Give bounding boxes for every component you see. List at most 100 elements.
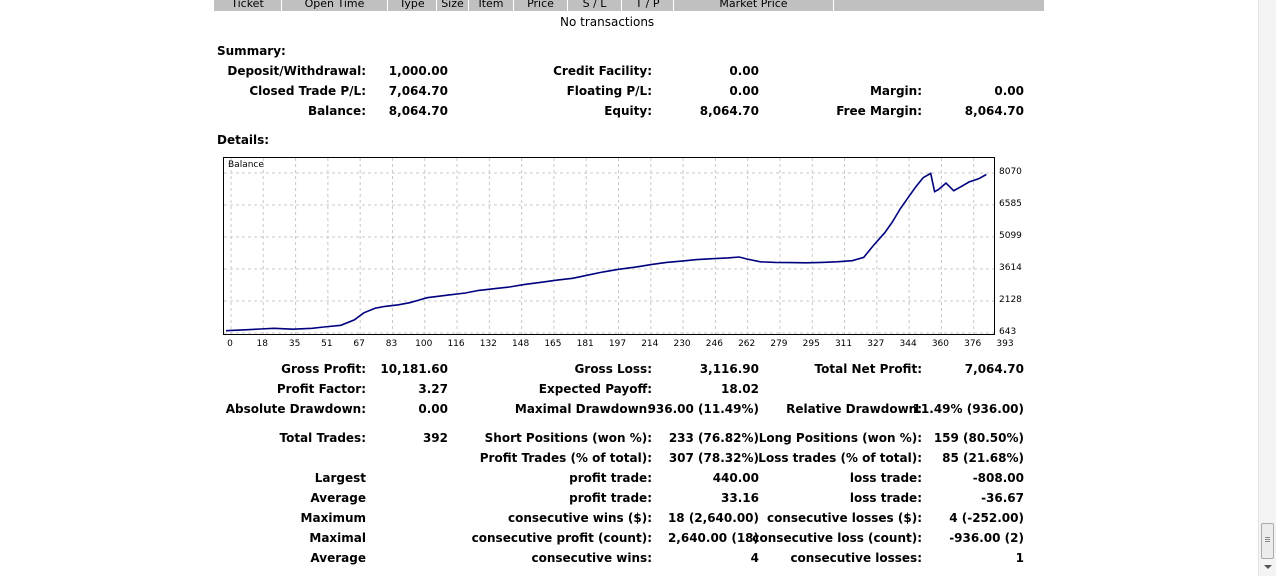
stat-label: consecutive profit (count): (471, 531, 652, 545)
stat-value: 307 (78.32%) (668, 451, 759, 465)
stat-label: consecutive loss (count): (752, 531, 922, 545)
x-tick-label: 393 (996, 339, 1014, 349)
stat-label: Gross Loss: (574, 362, 652, 376)
stat-label: Maximum (300, 511, 366, 525)
stat-label: Gross Profit: (281, 362, 366, 376)
x-tick-label: 165 (544, 339, 562, 349)
summary-heading: Summary: (217, 44, 286, 58)
stat-label: Total Net Profit: (814, 362, 922, 376)
stat-value: 8,064.70 (964, 104, 1024, 118)
chart-title: Balance (228, 160, 264, 170)
stat-value: 233 (76.82%) (668, 431, 759, 445)
column-header: Open Time (282, 0, 388, 11)
x-tick-label: 360 (931, 339, 949, 349)
scrollbar-thumb[interactable] (1261, 523, 1274, 559)
vertical-scrollbar[interactable] (1258, 0, 1276, 576)
y-tick-label: 6585 (999, 199, 1022, 209)
stat-value: -808.00 (972, 471, 1024, 485)
stat-label: Margin: (869, 84, 922, 98)
balance-chart: Balance (223, 157, 995, 335)
y-tick-label: 3614 (999, 263, 1022, 273)
x-tick-label: 83 (385, 339, 398, 349)
column-header: Ticket (214, 0, 282, 11)
grip-icon (1265, 537, 1270, 538)
x-tick-label: 279 (770, 339, 788, 349)
stat-value: 4 (-252.00) (949, 511, 1024, 525)
x-tick-label: 214 (641, 339, 659, 349)
stat-value: 159 (80.50%) (933, 431, 1024, 445)
stat-label: Closed Trade P/L: (249, 84, 366, 98)
stat-label: Equity: (604, 104, 652, 118)
stat-label: Deposit/Withdrawal: (227, 64, 366, 78)
stat-label: Relative Drawdown: (786, 402, 922, 416)
x-tick-label: 0 (227, 339, 233, 349)
stat-value: 7,064.70 (964, 362, 1024, 376)
stat-label: Free Margin: (836, 104, 922, 118)
stat-label: Floating P/L: (566, 84, 652, 98)
x-tick-label: 132 (479, 339, 497, 349)
x-tick-label: 18 (256, 339, 269, 349)
y-tick-label: 5099 (999, 231, 1022, 241)
stat-value: 440.00 (712, 471, 759, 485)
details-heading: Details: (217, 133, 270, 147)
stat-label: Average (310, 551, 366, 565)
balance-chart-plot (224, 158, 994, 334)
column-header: Market Price (674, 0, 834, 11)
column-header: Type (388, 0, 437, 11)
stat-label: Loss trades (% of total): (758, 451, 922, 465)
stat-label: consecutive wins: (531, 551, 652, 565)
stat-value: 11.49% (936.00) (912, 402, 1024, 416)
stat-label: Profit Trades (% of total): (479, 451, 652, 465)
stat-label: Expected Payoff: (538, 382, 652, 396)
stat-value: 0.00 (729, 64, 759, 78)
stat-label: Profit Factor: (276, 382, 366, 396)
stat-label: Credit Facility: (553, 64, 652, 78)
x-tick-label: 311 (834, 339, 853, 349)
stat-label: loss trade: (849, 471, 922, 485)
stat-value: -936.00 (2) (949, 531, 1024, 545)
stat-value: 8,064.70 (699, 104, 759, 118)
stat-label: consecutive losses: (790, 551, 922, 565)
x-tick-label: 262 (738, 339, 756, 349)
x-tick-label: 295 (802, 339, 820, 349)
stat-label: Balance: (307, 104, 366, 118)
stat-value: 18 (2,640.00) (667, 511, 759, 525)
stat-label: Largest (314, 471, 366, 485)
stat-value: 3,116.90 (699, 362, 759, 376)
y-tick-label: 8070 (999, 167, 1022, 177)
stat-label: Long Positions (won %): (758, 431, 922, 445)
stat-label: Maximal (309, 531, 366, 545)
column-header: Size (437, 0, 469, 11)
stat-label: Average (310, 491, 366, 505)
column-header: S / L (568, 0, 622, 11)
y-tick-label: 2128 (999, 295, 1022, 305)
x-tick-label: 51 (321, 339, 333, 349)
stat-label: consecutive wins ($): (507, 511, 652, 525)
stat-value: 936.00 (11.49%) (647, 402, 759, 416)
stat-value: 2,640.00 (18) (667, 531, 759, 545)
column-header: Price (514, 0, 568, 11)
x-tick-label: 181 (576, 339, 594, 349)
x-tick-label: 148 (512, 339, 530, 349)
x-tick-label: 246 (705, 339, 723, 349)
x-tick-label: 344 (899, 339, 917, 349)
stat-value: -36.67 (981, 491, 1024, 505)
column-header (834, 0, 1045, 11)
stat-value: 0.00 (994, 84, 1024, 98)
stat-value: 1,000.00 (388, 64, 448, 78)
stat-value: 0.00 (729, 84, 759, 98)
scroll-down-arrow-icon[interactable] (1264, 565, 1272, 569)
x-tick-label: 327 (867, 339, 885, 349)
stat-label: profit trade: (569, 491, 652, 505)
stat-value: 10,181.60 (380, 362, 448, 376)
stat-value: 0.00 (418, 402, 448, 416)
x-tick-label: 116 (447, 339, 465, 349)
stat-value: 7,064.70 (388, 84, 448, 98)
stat-value: 392 (422, 431, 448, 445)
y-tick-label: 643 (999, 327, 1017, 337)
stat-value: 8,064.70 (388, 104, 448, 118)
stat-label: loss trade: (849, 491, 922, 505)
x-tick-label: 230 (673, 339, 691, 349)
